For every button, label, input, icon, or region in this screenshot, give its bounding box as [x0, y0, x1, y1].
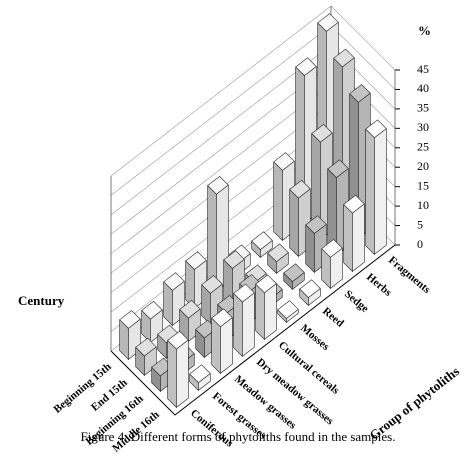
bar-top — [211, 308, 233, 328]
bar — [255, 274, 277, 341]
bar-left — [167, 339, 177, 409]
bar-top — [305, 215, 327, 234]
bar-front — [374, 127, 387, 256]
bar — [135, 337, 157, 377]
bar — [299, 279, 321, 307]
bar — [267, 243, 289, 275]
bar-front — [264, 282, 277, 341]
bar — [311, 124, 333, 241]
bar — [211, 308, 233, 375]
floor-edge — [110, 244, 396, 416]
z-tick-label: 10 — [417, 198, 429, 212]
bar — [365, 119, 387, 256]
bar-top — [201, 275, 223, 294]
bar — [233, 283, 255, 358]
bar-top — [311, 124, 333, 143]
z-tick-label: 25 — [417, 140, 429, 154]
bar-top — [333, 48, 355, 68]
caption: Figure 4. Different forms of phytoliths … — [81, 429, 396, 444]
bar-top — [277, 300, 299, 319]
z-tick-label: 40 — [417, 81, 429, 95]
bar-top — [289, 179, 311, 199]
bar-front — [352, 203, 365, 273]
bar-top — [255, 274, 277, 294]
bar-top — [163, 272, 185, 291]
x-tick-label: Herbs — [364, 271, 394, 299]
bar-top — [135, 337, 157, 357]
bar-left — [233, 292, 243, 358]
bar — [305, 215, 327, 274]
z-axis-label: % — [418, 23, 431, 38]
y-tick-label: Beginning 15th — [51, 361, 113, 416]
bar — [321, 239, 343, 290]
bar-left — [289, 188, 299, 258]
bar-left — [343, 203, 353, 273]
bar-top — [141, 300, 163, 320]
bar-front — [242, 292, 255, 358]
bar-top — [317, 13, 339, 32]
z-tick-label: 0 — [417, 237, 423, 251]
bar — [283, 263, 305, 291]
x-tick-label: Mosses — [298, 322, 332, 353]
bar-top — [299, 279, 321, 298]
bar-top — [189, 364, 211, 383]
bar-front — [176, 339, 189, 409]
bar — [189, 364, 211, 392]
z-tick-label: 30 — [417, 120, 429, 134]
bar-top — [295, 57, 317, 76]
bar-left — [365, 128, 375, 256]
bar — [167, 330, 189, 409]
bar-top — [119, 310, 141, 329]
bar-left — [255, 283, 265, 341]
bar-top — [343, 194, 365, 214]
bar-top — [365, 119, 387, 139]
bar — [207, 176, 229, 293]
bar-left — [273, 161, 283, 242]
z-tick-label: 45 — [417, 62, 429, 76]
bar-left — [211, 317, 221, 375]
bar-top — [267, 243, 289, 263]
bar-left — [207, 184, 217, 293]
z-tick-label: 15 — [417, 178, 429, 192]
x-tick-label: Dry meadow grasses — [254, 356, 336, 428]
bar-top — [251, 231, 273, 250]
y-axis-label: Century — [18, 293, 65, 308]
bar-top — [283, 263, 305, 282]
bar-top — [233, 283, 255, 303]
bar-top — [327, 159, 349, 178]
x-tick-label: Sedge — [342, 288, 371, 315]
bar — [201, 275, 223, 326]
bar-top — [223, 250, 245, 269]
bar-top — [185, 251, 207, 270]
x-tick-label: Reed — [320, 305, 346, 330]
bar-top — [349, 84, 371, 103]
bar — [343, 194, 365, 273]
bar-top — [179, 299, 201, 319]
bar-top — [207, 176, 229, 195]
bar-top — [321, 239, 343, 258]
bar-front — [220, 316, 233, 375]
z-tick-label: 20 — [417, 159, 429, 173]
z-tick-label: 35 — [417, 101, 429, 115]
z-tick-label: 5 — [417, 217, 423, 231]
bar-top — [273, 152, 295, 171]
bar-top — [167, 330, 189, 350]
bar — [277, 300, 299, 324]
bar — [251, 231, 273, 259]
